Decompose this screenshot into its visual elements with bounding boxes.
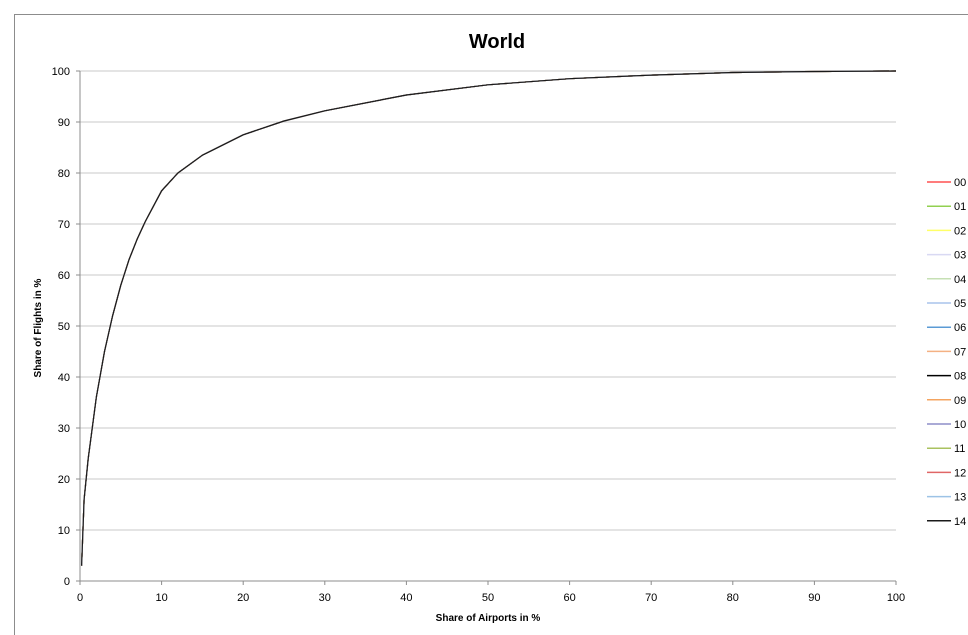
grid-layer — [80, 70, 896, 531]
y-tick-label: 100 — [52, 66, 70, 78]
axis-layer: 0 10 20 30 40 50 60 70 80 90 100 0 10 20 30 40 50 60 70 80 9… — [52, 66, 906, 604]
series-line-06 — [81, 70, 897, 566]
x-tick-label: 0 — [77, 592, 83, 604]
x-tick-label: 80 — [727, 592, 739, 604]
x-tick-label: 20 — [237, 592, 249, 604]
legend-label-03: 03 — [954, 250, 966, 262]
series-line-12 — [81, 70, 897, 566]
legend: 00 01 02 03 04 05 06 07 08 09 10 11 12 13 14 — [927, 177, 966, 528]
x-tick-label: 70 — [645, 592, 657, 604]
series-line-08 — [81, 70, 897, 566]
legend-label-13: 13 — [954, 492, 966, 504]
y-tick-label: 90 — [58, 117, 70, 129]
legend-label-12: 12 — [954, 467, 966, 479]
x-tick-label: 60 — [563, 592, 575, 604]
y-tick-label: 60 — [58, 270, 70, 282]
x-tick-label: 50 — [482, 592, 494, 604]
legend-label-05: 05 — [954, 298, 966, 310]
legend-label-01: 01 — [954, 201, 966, 213]
legend-label-10: 10 — [954, 419, 966, 431]
legend-label-11: 11 — [954, 443, 965, 455]
chart-title: World — [469, 31, 525, 53]
series-line-01 — [81, 70, 897, 566]
y-tick-label: 30 — [58, 423, 70, 435]
series-line-02 — [81, 70, 897, 566]
series-line-00 — [81, 70, 897, 566]
x-tick-label: 100 — [887, 592, 905, 604]
series-layer — [81, 70, 897, 566]
series-line-05 — [81, 70, 897, 566]
y-tick-label: 50 — [58, 321, 70, 333]
series-line-04 — [81, 70, 897, 566]
series-line-10 — [81, 70, 897, 566]
legend-label-14: 14 — [954, 516, 966, 528]
chart-border — [14, 14, 968, 635]
series-line-11 — [81, 70, 897, 566]
legend-label-07: 07 — [954, 346, 966, 358]
y-tick-label: 40 — [58, 372, 70, 384]
y-axis-label: Share of Flights in % — [33, 278, 44, 377]
y-tick-label: 70 — [58, 219, 70, 231]
legend-label-04: 04 — [954, 274, 966, 286]
y-tick-label: 0 — [64, 576, 70, 588]
y-tick-label: 80 — [58, 168, 70, 180]
x-tick-label: 10 — [155, 592, 167, 604]
series-line-14 — [81, 70, 897, 566]
legend-label-02: 02 — [954, 225, 966, 237]
x-tick-label: 90 — [808, 592, 820, 604]
series-line-13 — [81, 70, 897, 566]
y-tick-label: 20 — [58, 474, 70, 486]
legend-label-08: 08 — [954, 371, 966, 383]
x-axis-label: Share of Airports in % — [436, 613, 541, 624]
x-tick-label: 30 — [319, 592, 331, 604]
series-line-07 — [81, 70, 897, 566]
x-tick-label: 40 — [400, 592, 412, 604]
y-tick-label: 10 — [58, 525, 70, 537]
legend-label-09: 09 — [954, 395, 966, 407]
legend-label-00: 00 — [954, 177, 966, 189]
series-line-03 — [81, 70, 897, 566]
series-line-09 — [81, 70, 897, 566]
legend-label-06: 06 — [954, 322, 966, 334]
